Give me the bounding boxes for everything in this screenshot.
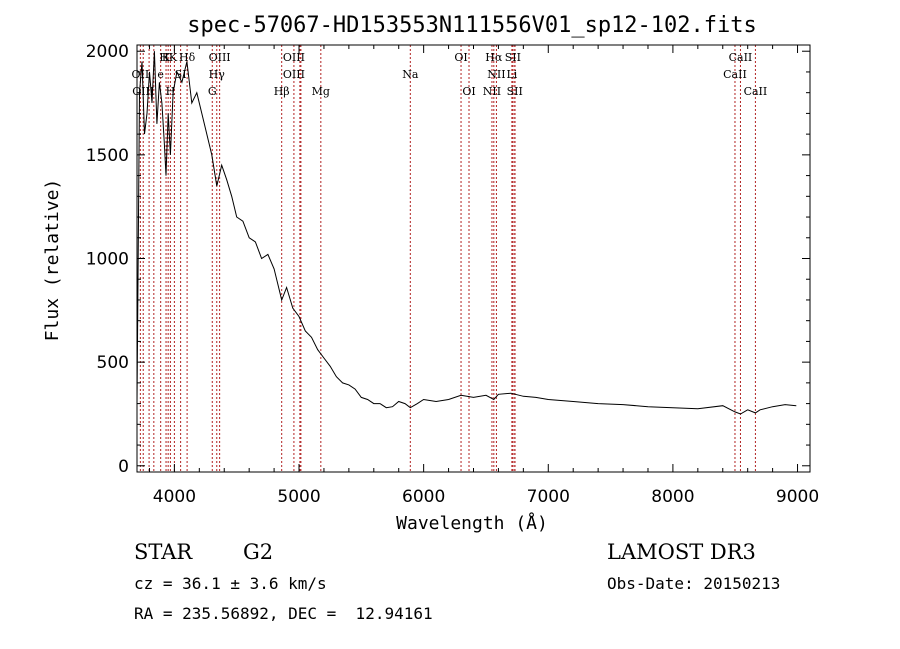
line-label-mid-4: OIII [283,68,305,81]
line-label-mid-0: OII [132,68,150,81]
line-label-mid-3: Hγ [209,68,226,81]
line-label-low-2: G [208,85,217,98]
line-label-top-0: HK [159,51,178,64]
y-tick-label-2: 1000 [86,250,129,270]
x-tick-label-5: 9000 [776,487,819,507]
line-label-top-8: CaII [729,51,753,64]
line-label-low-8: CaII [744,85,768,98]
plot-frame [136,44,811,473]
y-tick-label-0: 0 [118,457,129,477]
emission-line-markers [139,45,756,472]
line-label-mid-1: e [157,68,164,81]
spectrum-series [136,51,797,415]
x-tick-label-2: 6000 [402,487,445,507]
y-tick-label-1: 500 [97,353,129,373]
line-label-top-7: SII [505,51,521,64]
x-axis: 4000 5000 6000 7000 8000 9000 [148,45,819,507]
line-label-top-3: OIII [209,51,231,64]
line-label-mid-8: CaII [723,68,747,81]
y-axis-label: Flux (relative) [42,179,63,342]
y-axis: 0 500 1000 1500 2000 [86,42,810,477]
line-label-mid-6: NII [487,68,505,81]
line-label-top-1: K [162,51,171,64]
x-tick-label-1: 5000 [277,487,320,507]
line-label-top-4: OIII [283,51,305,64]
x-tick-label-4: 8000 [651,487,694,507]
line-label-mid-7: Li [506,68,517,81]
chart-title: spec-57067-HD153553N111556V01_sp12-102.f… [187,13,757,38]
line-label-top-5: OI [454,51,467,64]
survey-name: LAMOST DR3 [607,540,756,564]
line-label-mid-5: Na [402,68,419,81]
x-tick-label-3: 7000 [527,487,570,507]
line-label-low-5: OI [462,85,475,98]
x-axis-label: Wavelength (Å) [396,512,548,534]
line-label-low-6: NII [483,85,501,98]
line-label-low-1: H [166,85,176,98]
line-label-top-2: Hδ [179,51,196,64]
observation-date: Obs-Date: 20150213 [607,574,781,593]
coordinates: RA = 235.56892, DEC = 12.94161 [134,604,433,623]
y-tick-label-4: 2000 [86,42,129,62]
spectrum-chart: spec-57067-HD153553N111556V01_sp12-102.f… [42,13,819,534]
object-type: STAR [134,540,193,564]
spectral-subclass: G2 [243,540,274,564]
line-label-mid-2: SI [175,68,187,81]
line-label-low-3: Hβ [274,85,290,98]
line-label-low-4: Mg [312,85,330,98]
line-label-low-7: SII [507,85,523,98]
x-tick-label-0: 4000 [153,487,196,507]
y-tick-label-3: 1500 [86,146,129,166]
line-label-top-6: Hα [485,51,503,64]
redshift-cz: cz = 36.1 ± 3.6 km/s [134,574,327,593]
